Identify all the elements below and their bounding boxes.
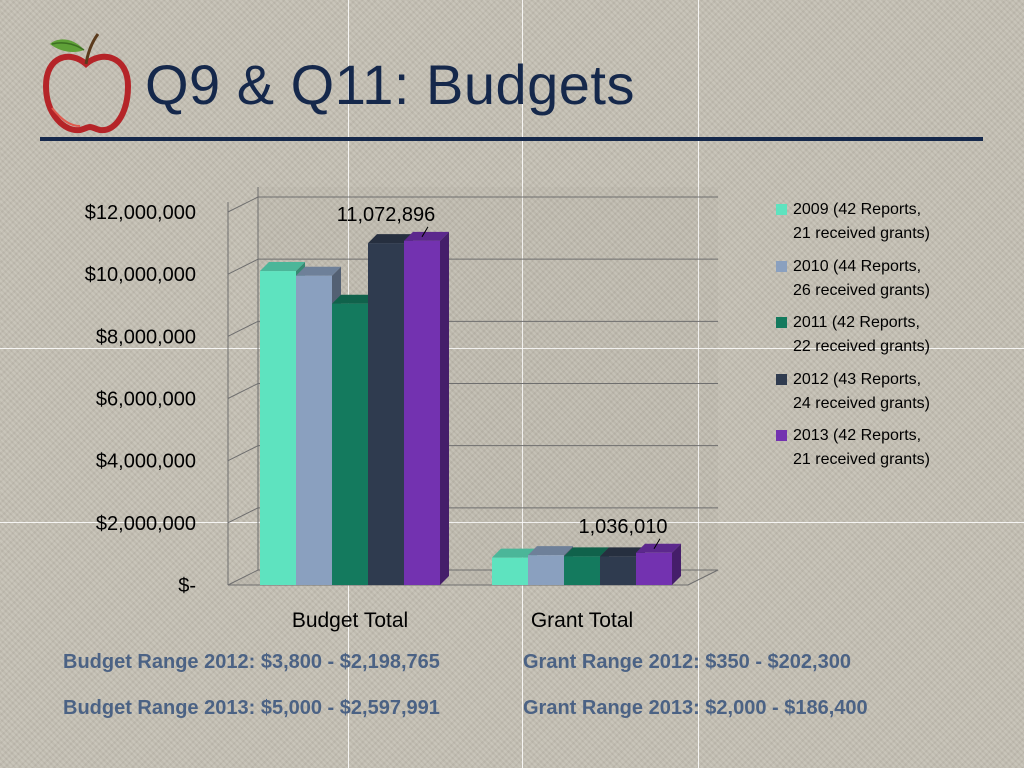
y-tick-label: $8,000,000: [96, 326, 196, 348]
chart-legend: 2009 (42 Reports, 21 received grants) 20…: [776, 198, 930, 481]
gridline-diagonal: [227, 445, 259, 462]
bar-side: [672, 543, 681, 585]
bar-side: [440, 231, 449, 585]
legend-swatch: [776, 204, 787, 215]
x-tick-label: Grant Total: [531, 609, 633, 632]
bar-top: [564, 547, 609, 557]
gridline-diagonal: [227, 320, 259, 337]
bar-front: [296, 275, 332, 585]
bar-front: [332, 303, 368, 585]
legend-swatch: [776, 317, 787, 328]
bar-front: [528, 555, 564, 585]
bar-front: [636, 552, 672, 585]
legend-swatch: [776, 430, 787, 441]
y-tick-label: $12,000,000: [85, 202, 196, 224]
legend-label: 2013 (42 Reports, 21 received grants): [793, 427, 930, 468]
bar-top: [492, 548, 537, 558]
legend-swatch: [776, 373, 787, 385]
gridline-diagonal: [227, 507, 259, 524]
bar-front: [260, 271, 296, 585]
bar-front: [564, 556, 600, 585]
data-label-leader: [653, 538, 661, 550]
budget-range-2012: Budget Range 2012: $3,800 - $2,198,765: [63, 651, 440, 673]
legend-item-2011: 2011 (42 Reports, 22 received grants): [776, 311, 930, 368]
grant-range-2012: Grant Range 2012: $350 - $202,300: [523, 651, 851, 673]
y-tick-label: $6,000,000: [96, 389, 196, 411]
data-label: 11,072,896: [337, 204, 436, 226]
bar-top: [528, 546, 573, 556]
bar-front: [600, 556, 636, 585]
apple-icon: [42, 33, 132, 134]
legend-label: 2010 (44 Reports, 26 received grants): [793, 257, 930, 299]
bar-front: [368, 243, 404, 586]
bar-top: [404, 231, 449, 241]
bar: [636, 543, 681, 585]
bar-top: [636, 543, 681, 553]
data-labels: 11,072,896 1,036,010: [337, 204, 668, 550]
chart-bars: [260, 231, 681, 586]
title-underline: [40, 137, 983, 141]
x-tick-label: Budget Total: [292, 609, 408, 632]
legend-label: 2011 (42 Reports, 22 received grants): [793, 314, 930, 355]
x-axis: Budget Total Grant Total: [292, 609, 633, 632]
bar-top: [260, 262, 305, 272]
legend-item-2010: 2010 (44 Reports, 26 received grants): [776, 255, 930, 312]
grant-range-2013: Grant Range 2013: $2,000 - $186,400: [523, 697, 868, 719]
bar-top: [368, 234, 413, 244]
legend-item-2012: 2012 (43 Reports, 24 received grants): [776, 368, 930, 425]
legend-item-2009: 2009 (42 Reports, 21 received grants): [776, 198, 930, 255]
legend-label: 2009 (42 Reports, 21 received grants): [793, 201, 930, 242]
data-label: 1,036,010: [579, 516, 668, 538]
bar-top: [296, 266, 341, 276]
background-grid-line: [0, 348, 1024, 349]
y-tick-label: $2,000,000: [96, 513, 196, 535]
gridline-diagonal: [227, 196, 259, 213]
legend-item-2013: 2013 (42 Reports, 21 received grants): [776, 424, 930, 481]
budget-range-2013: Budget Range 2013: $5,000 - $2,597,991: [63, 697, 440, 719]
gridline-diagonal: [227, 383, 259, 399]
legend-label: 2012 (43 Reports, 24 received grants): [793, 370, 930, 412]
y-tick-label: $10,000,000: [85, 264, 196, 286]
bar-front: [404, 240, 440, 585]
background-grid-line: [0, 522, 1024, 523]
bar-chart: $- $2,000,000 $4,000,000 $6,000,000 $8,000,0…: [85, 187, 719, 632]
y-tick-label: $-: [178, 575, 196, 597]
bar-top: [332, 294, 377, 304]
gridline-diagonal: [227, 258, 259, 275]
data-label-leader: [421, 226, 429, 238]
bar: [404, 231, 449, 585]
page-title: Q9 & Q11: Budgets: [145, 53, 635, 116]
y-tick-label: $4,000,000: [96, 451, 196, 473]
bar-front: [492, 557, 528, 585]
legend-swatch: [776, 260, 787, 272]
y-axis: $- $2,000,000 $4,000,000 $6,000,000 $8,000,0…: [85, 202, 196, 597]
bar-top: [600, 547, 645, 557]
